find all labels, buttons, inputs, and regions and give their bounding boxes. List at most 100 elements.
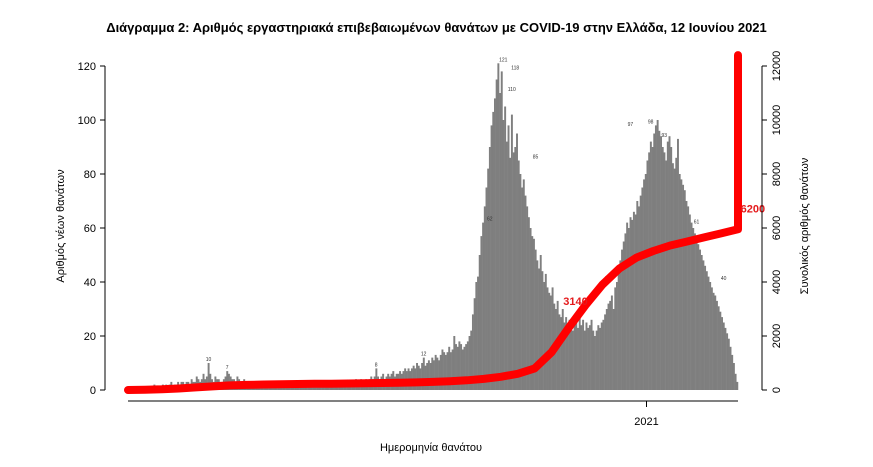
bar: [682, 184, 685, 390]
bar: [734, 373, 737, 390]
bar: [504, 106, 507, 390]
bar: [505, 141, 508, 390]
bar: [693, 233, 696, 390]
y2-tick-label: 4000: [771, 270, 783, 294]
bar: [626, 222, 629, 390]
bar: [465, 344, 468, 390]
bar: [648, 152, 651, 390]
bar: [712, 292, 715, 390]
bar: [534, 249, 537, 390]
bar: [646, 160, 649, 390]
bar: [582, 319, 585, 390]
bar: [209, 373, 212, 390]
bar: [463, 346, 466, 390]
bar: [531, 236, 534, 390]
bar-data-label: 10: [206, 357, 212, 363]
bar-data-label: 93: [662, 133, 668, 139]
bar: [587, 327, 590, 390]
bar: [527, 217, 530, 390]
y-tick-label: 100: [78, 115, 96, 127]
bar: [671, 163, 674, 390]
bar: [433, 360, 435, 390]
bar: [638, 206, 640, 390]
bar: [195, 376, 198, 390]
bar-data-label: 7: [226, 365, 229, 371]
bar: [426, 363, 429, 390]
bar: [700, 255, 703, 390]
y2-tick-label: 2000: [771, 324, 783, 348]
bar: [644, 174, 647, 390]
bar: [436, 357, 439, 390]
bar: [705, 271, 708, 390]
bar: [575, 322, 578, 390]
bar: [446, 352, 449, 390]
bar: [226, 371, 229, 390]
y2-tick-label: 0: [771, 387, 783, 393]
bar: [565, 317, 568, 390]
bar: [514, 147, 517, 390]
bar: [416, 363, 418, 390]
bar: [421, 363, 424, 390]
bar: [616, 282, 618, 390]
bar: [424, 365, 427, 390]
bar: [580, 325, 583, 390]
bar: [660, 136, 662, 390]
bar-data-label: 12: [421, 352, 427, 358]
bar: [690, 222, 693, 390]
bar: [492, 111, 495, 391]
bar: [417, 365, 420, 390]
bar: [639, 195, 642, 390]
bar: [678, 174, 681, 390]
bar: [590, 319, 593, 390]
bar: [632, 211, 635, 390]
bar: [704, 265, 707, 390]
bar: [653, 133, 656, 390]
bar: [477, 276, 479, 390]
bar: [634, 214, 637, 390]
bar: [490, 125, 493, 391]
bar: [687, 206, 690, 390]
bar: [602, 319, 605, 390]
bar: [609, 300, 612, 390]
bar: [509, 157, 512, 390]
bar: [622, 241, 625, 390]
bar: [643, 179, 646, 390]
bar: [499, 93, 502, 390]
bar: [461, 349, 464, 390]
y-axis-title: Αριθμός νέων θανάτων: [55, 169, 67, 283]
bar: [673, 168, 676, 390]
bar: [727, 338, 730, 390]
y2-tick-label: 8000: [771, 162, 783, 186]
bar: [487, 168, 490, 390]
bar: [451, 349, 454, 390]
y-tick-label: 20: [84, 331, 96, 343]
bar: [588, 325, 591, 390]
cumulative-deaths-line: [124, 51, 742, 394]
bar: [519, 174, 522, 390]
bar: [697, 244, 700, 390]
bar: [516, 133, 518, 390]
bar: [512, 152, 515, 390]
bar: [539, 255, 542, 390]
bar: [578, 317, 581, 390]
bar: [448, 346, 451, 390]
bar: [449, 352, 452, 390]
cumulative-line-group: [124, 51, 742, 394]
y-tick-label: 0: [90, 385, 96, 397]
bar: [429, 363, 432, 390]
bar: [473, 298, 476, 390]
bar: [661, 147, 664, 390]
bar: [532, 238, 535, 390]
bar: [560, 317, 563, 390]
bar: [456, 346, 459, 390]
bar-data-label: 97: [628, 122, 634, 128]
bar-data-label: 61: [694, 219, 700, 225]
bar: [641, 187, 644, 390]
bar: [707, 276, 710, 390]
bar: [460, 344, 463, 390]
line-annotation: 3140: [563, 296, 587, 308]
bar: [470, 330, 473, 390]
bar: [612, 309, 615, 390]
bar: [675, 157, 678, 390]
